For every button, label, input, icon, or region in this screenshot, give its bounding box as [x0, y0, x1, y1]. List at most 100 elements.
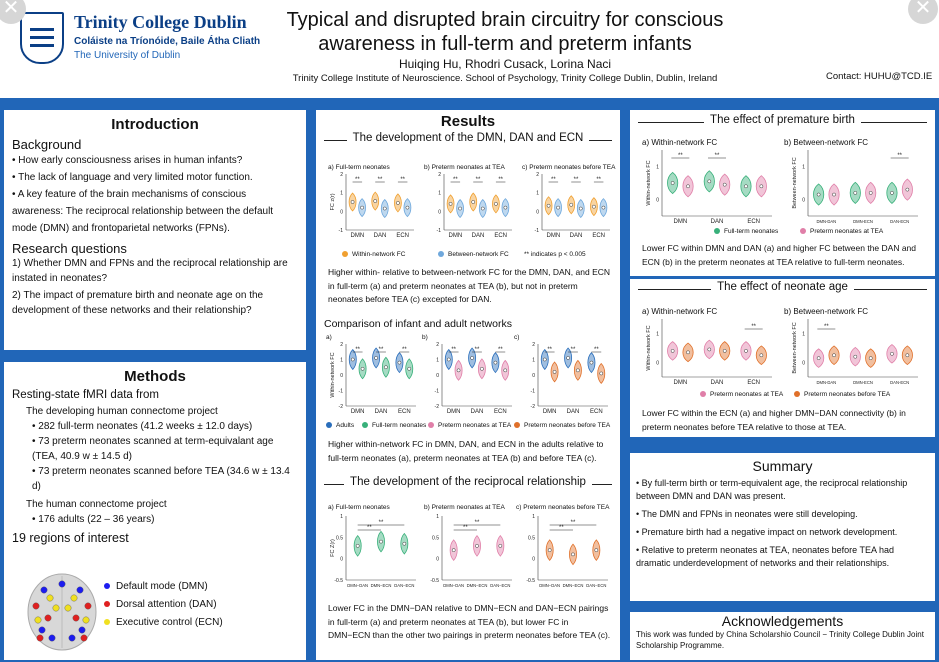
x-tick-label: DMN-DAN	[816, 380, 836, 385]
x-tick-label: DAN-ECN	[890, 380, 909, 385]
y-tick-label: 0	[536, 209, 539, 215]
dhcp-label: The developing human connectome project	[26, 406, 218, 417]
violin-mark-median	[566, 356, 570, 360]
x-tick-label: DAN	[471, 409, 484, 415]
violin-mark-median	[853, 354, 858, 359]
y-tick-label: 0	[438, 209, 441, 215]
x-tick-label: DMN−ECN	[467, 583, 488, 588]
significance-label: **	[571, 520, 576, 526]
y-tick-label: 0	[340, 557, 343, 563]
sec2-heading: Comparison of infant and adult networks	[324, 318, 512, 330]
legend-adults: Adults	[326, 422, 354, 429]
violin-mark-median	[384, 365, 388, 370]
research-questions-heading: Research questions	[12, 241, 127, 256]
significance-label: **	[574, 177, 579, 183]
tcd-logo: Trinity College Dublin Coláiste na Tríon…	[20, 12, 260, 72]
x-tick-label: DAN-ECN	[890, 219, 909, 224]
legend-within: Within-network FC	[342, 251, 405, 258]
violin-mark-median	[360, 366, 365, 371]
significance-label: **	[475, 347, 480, 353]
x-tick-label: ECN	[590, 409, 603, 415]
sec1-caption: Higher within- relative to between-netwo…	[328, 267, 611, 304]
violin-mark-median	[569, 202, 574, 207]
age-violin-figure: 0 1 Within-network FC DMN DAN ECN 0 1 Between-ne…	[646, 319, 918, 386]
x-tick-label: DAN	[570, 233, 583, 239]
violin-mark-median	[374, 356, 378, 360]
y-axis-label: FC Z(r)	[330, 539, 336, 557]
violin-mark-median	[759, 184, 764, 189]
y-tick-label: -1	[339, 228, 344, 234]
y-tick-label: 1	[438, 191, 441, 197]
legend-full-term: Full-term neonates	[362, 422, 426, 429]
y-tick-label: 1	[802, 165, 805, 171]
violin-mark-median	[832, 353, 836, 358]
violin-mark-median	[503, 205, 508, 210]
violin-mark-median	[480, 206, 485, 211]
x-tick-label: ECN	[592, 233, 605, 239]
violin-mark-median	[498, 544, 503, 548]
x-tick-label: DMN	[673, 380, 687, 386]
x-tick-label: ECN	[494, 233, 507, 239]
research-question: 2) The impact of premature birth and neo…	[12, 290, 264, 316]
significance-label: **	[367, 525, 372, 531]
x-tick-label: DAN	[374, 233, 387, 239]
roi-dmn-marker	[48, 634, 56, 642]
y-tick-label: -1	[339, 389, 344, 395]
y-tick-label: -1	[531, 389, 536, 395]
violin-mark-median	[599, 371, 604, 376]
roi-dmn-marker	[76, 586, 84, 594]
y-tick-label: -0.5	[430, 578, 439, 584]
close-icon[interactable]: ✕	[908, 0, 938, 24]
violin-mark-median	[382, 206, 387, 211]
x-tick-label: DMN−DAN	[539, 583, 560, 588]
sec2-panel-c-label: c)	[514, 334, 520, 341]
acknowledgements-panel: Acknowledgements This work was funded by…	[630, 612, 935, 660]
intro-heading: Introduction	[111, 116, 199, 133]
roi-dmn-marker	[68, 634, 76, 642]
significance-label: **	[824, 324, 829, 330]
ack-text: This work was funded by China Scholarshi…	[636, 630, 924, 650]
x-tick-label: DMN-ECN	[853, 380, 873, 385]
logo-subtitle: The University of Dublin	[74, 50, 181, 61]
violin-mark-median	[707, 179, 712, 184]
violin-mark-median	[458, 206, 462, 211]
x-tick-label: ECN	[747, 219, 760, 225]
x-tick-label: DMN−ECN	[371, 583, 392, 588]
summary-heading: Summary	[752, 458, 813, 474]
x-tick-label: DAN	[472, 233, 485, 239]
premature-panel-a-title: a) Within-network FC	[642, 138, 718, 147]
violin-mark-median	[397, 360, 402, 365]
premature-caption: Lower FC within DMN and DAN (a) and high…	[642, 243, 917, 267]
roi-ecn-marker	[46, 594, 54, 602]
x-tick-label: DMN	[447, 409, 461, 415]
violin-mark-median	[868, 191, 873, 195]
x-tick-label: DAN	[711, 219, 724, 225]
close-icon[interactable]: ✕	[0, 0, 26, 24]
x-tick-label: DMN	[351, 409, 365, 415]
dhcp-item: • 73 preterm neonates scanned at term-eq…	[32, 436, 274, 462]
y-tick-label: -0.5	[334, 578, 343, 584]
y-tick-label: -2	[531, 404, 536, 410]
violin-mark-median	[350, 357, 355, 362]
legend-full-term: Full-term neonates	[714, 228, 778, 235]
logo-irish-name: Coláiste na Tríonóide, Baile Átha Cliath	[74, 36, 261, 47]
roi-ecn-marker	[64, 604, 72, 612]
significance-label: **	[400, 177, 405, 183]
intro-bullet: • How early consciousness arises in huma…	[12, 155, 243, 166]
legend-preterm-tea: Preterm neonates at TEA	[800, 228, 883, 235]
summary-item: • Relative to preterm neonates at TEA, n…	[636, 545, 894, 568]
violin-mark-median	[890, 191, 894, 195]
significance-label: **	[498, 347, 503, 353]
significance-label: **	[402, 347, 407, 353]
data-heading: Resting-state fMRI data from	[12, 389, 159, 401]
violin-mark-median	[832, 192, 836, 197]
y-axis-label: Between-network FC	[792, 157, 798, 208]
x-tick-label: DAN	[711, 380, 724, 386]
y-tick-label: 1	[536, 191, 539, 197]
violin-mark-median	[594, 548, 599, 552]
violin-mark-median	[744, 349, 748, 353]
significance-label: **	[751, 324, 756, 330]
violin-mark-median	[816, 356, 821, 361]
violin-mark-median	[601, 205, 606, 210]
